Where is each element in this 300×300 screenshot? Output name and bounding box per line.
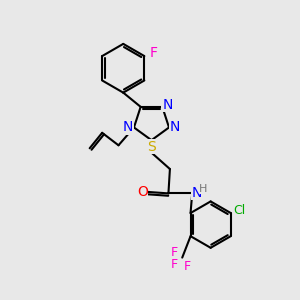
Text: H: H	[199, 184, 208, 194]
Text: O: O	[137, 185, 148, 199]
Text: F: F	[184, 260, 191, 273]
Text: S: S	[147, 140, 156, 154]
Text: Cl: Cl	[233, 204, 246, 217]
Text: N: N	[123, 121, 133, 134]
Text: N: N	[162, 98, 172, 112]
Text: F: F	[150, 46, 158, 59]
Text: N: N	[170, 121, 180, 134]
Text: N: N	[192, 185, 202, 200]
Text: F: F	[170, 246, 178, 259]
Text: F: F	[171, 258, 178, 271]
